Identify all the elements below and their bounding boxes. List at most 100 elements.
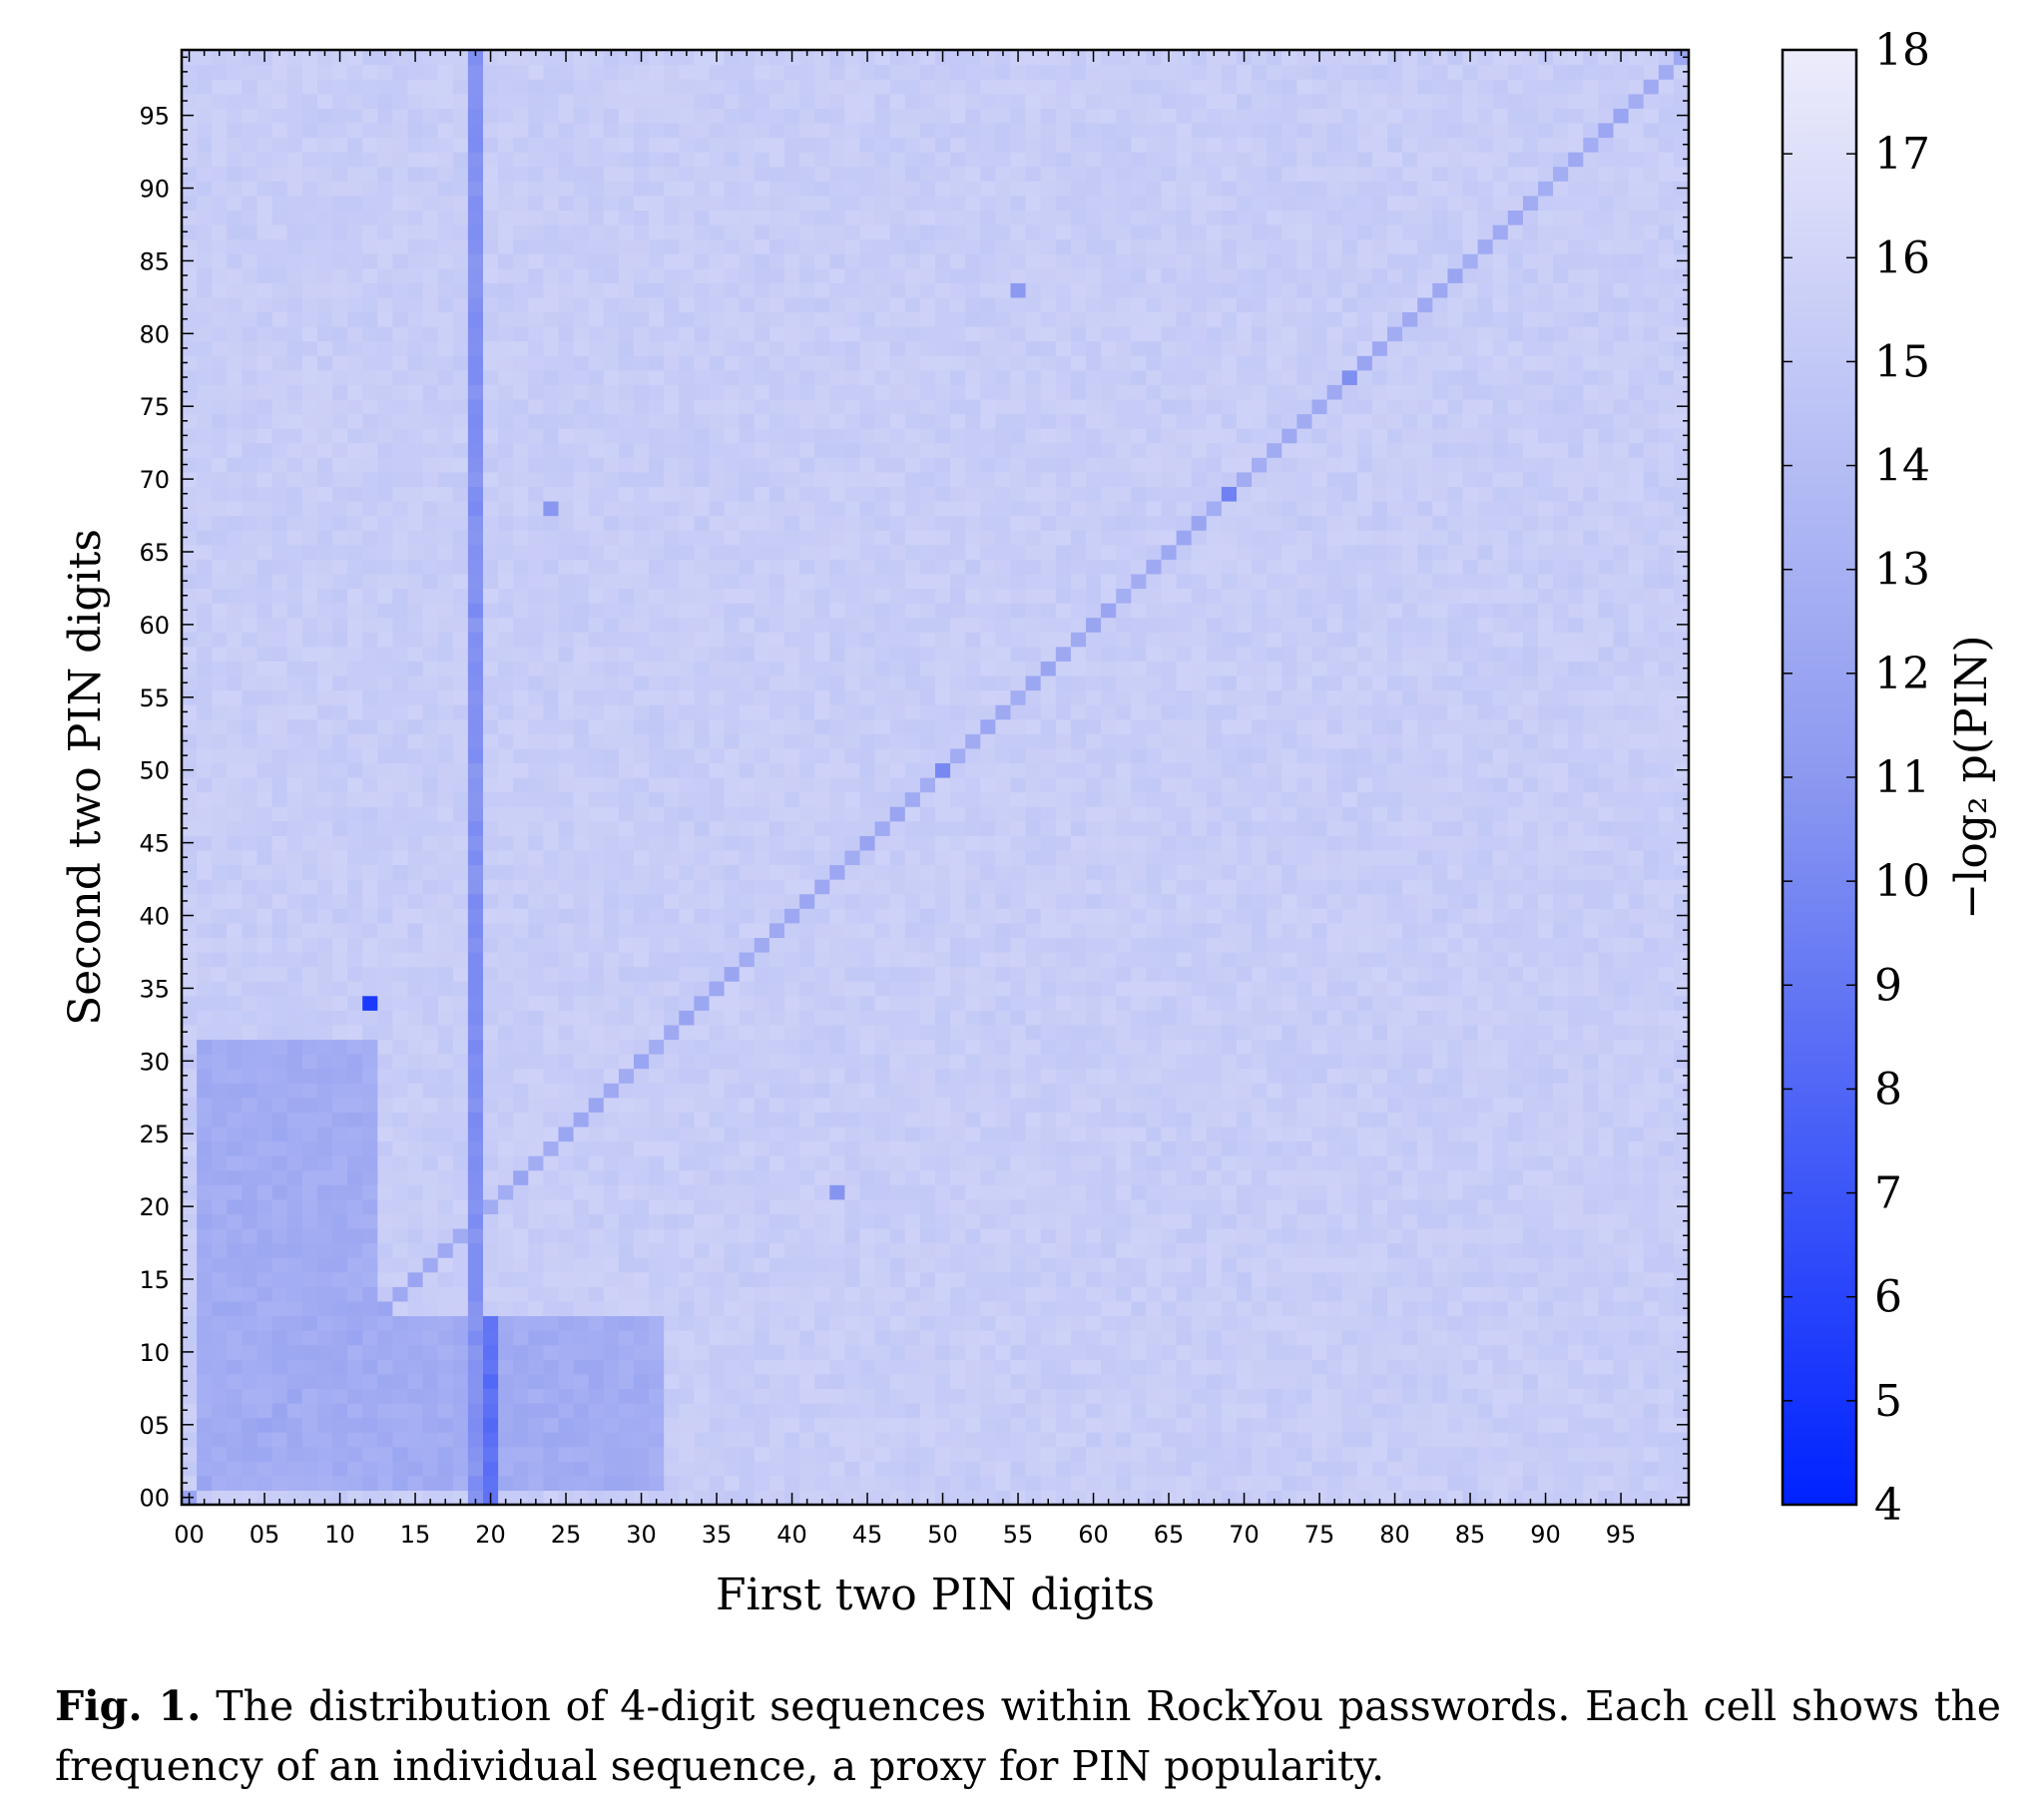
heat-cell: [859, 1417, 876, 1433]
heat-cell: [437, 1242, 454, 1258]
heat-cell: [227, 1286, 243, 1302]
heat-cell: [467, 573, 484, 590]
heat-cell: [573, 1169, 590, 1185]
heat-cell: [197, 282, 213, 298]
heat-cell: [513, 1169, 529, 1185]
heat-cell: [437, 1475, 454, 1492]
heat-cell: [212, 617, 228, 633]
heat-cell: [904, 398, 921, 415]
heat-cell: [528, 1300, 544, 1317]
heat-cell: [437, 1140, 454, 1156]
heat-cell: [829, 617, 845, 633]
heat-cell: [754, 152, 770, 168]
heat-cell: [739, 689, 756, 705]
heat-cell: [286, 559, 303, 575]
heat-cell: [558, 1112, 575, 1128]
heat-cell: [227, 1097, 243, 1113]
heat-cell: [528, 93, 544, 109]
heat-cell: [754, 64, 770, 80]
heat-cell: [859, 1242, 876, 1258]
heat-cell: [437, 1286, 454, 1302]
heat-cell: [377, 646, 393, 662]
heat-cell: [467, 689, 484, 705]
heat-cell: [528, 1155, 544, 1171]
heat-cell: [271, 588, 288, 604]
heat-cell: [768, 457, 785, 473]
heat-cell: [227, 108, 243, 124]
heat-cell: [649, 1286, 665, 1302]
heat-cell: [347, 864, 363, 880]
heat-cell: [182, 1330, 198, 1346]
heat-cell: [362, 1097, 378, 1113]
heat-cell: [286, 689, 303, 705]
heat-cell: [227, 398, 243, 415]
heat-cell: [754, 311, 770, 327]
heat-cell: [919, 457, 936, 473]
heat-cell: [603, 747, 620, 764]
heat-cell: [829, 981, 845, 997]
heat-cell: [377, 267, 393, 283]
heat-cell: [467, 995, 484, 1011]
heat-cell: [588, 1446, 605, 1462]
heat-cell: [618, 210, 635, 226]
heat-cell: [242, 1315, 258, 1331]
heat-cell: [784, 1112, 800, 1128]
heat-cell: [543, 820, 560, 836]
heat-cell: [814, 79, 830, 95]
heat-cell: [588, 238, 605, 254]
heat-cell: [603, 384, 620, 400]
heat-cell: [739, 632, 756, 648]
heat-cell: [844, 93, 861, 109]
heat-cell: [528, 1010, 544, 1026]
heat-cell: [844, 282, 861, 298]
heat-cell: [316, 79, 333, 95]
heat-cell: [452, 1271, 469, 1287]
heat-cell: [829, 500, 845, 517]
heat-cell: [799, 1083, 815, 1099]
heat-cell: [799, 937, 815, 953]
heat-cell: [437, 1227, 454, 1244]
heat-cell: [513, 1432, 529, 1448]
heat-cell: [212, 1271, 228, 1287]
heat-cell: [182, 457, 198, 473]
heat-cell: [347, 1300, 363, 1317]
heat-cell: [889, 995, 906, 1011]
heat-cell: [377, 661, 393, 677]
heat-cell: [874, 1446, 891, 1462]
heat-cell: [588, 937, 605, 953]
heat-cell: [618, 1213, 635, 1229]
heat-cell: [603, 661, 620, 677]
heat-cell: [301, 1097, 318, 1113]
heat-cell: [301, 340, 318, 356]
heat-cell: [256, 1024, 273, 1041]
heat-cell: [498, 1490, 514, 1506]
heat-cell: [859, 326, 876, 342]
heat-cell: [573, 646, 590, 662]
heat-cell: [543, 1388, 560, 1404]
heat-cell: [874, 559, 891, 575]
heat-cell: [392, 369, 409, 385]
heat-cell: [709, 238, 726, 254]
heat-cell: [859, 1271, 876, 1287]
heat-cell: [332, 820, 348, 836]
heat-cell: [543, 530, 560, 546]
heat-cell: [467, 93, 484, 109]
heat-cell: [452, 806, 469, 822]
heat-cell: [256, 1300, 273, 1317]
heat-cell: [754, 515, 770, 531]
heat-cell: [664, 457, 680, 473]
heat-cell: [483, 689, 499, 705]
heat-cell: [724, 166, 741, 182]
heat-cell: [814, 50, 830, 66]
heat-cell: [377, 413, 393, 429]
heat-cell: [256, 1126, 273, 1142]
heat-cell: [483, 296, 499, 313]
heat-cell: [407, 1402, 424, 1419]
heat-cell: [392, 122, 409, 139]
heat-cell: [618, 573, 635, 590]
heat-cell: [679, 1068, 695, 1084]
heat-cell: [754, 835, 770, 851]
heat-cell: [919, 879, 936, 895]
heat-cell: [709, 864, 726, 880]
heat-cell: [754, 398, 770, 415]
